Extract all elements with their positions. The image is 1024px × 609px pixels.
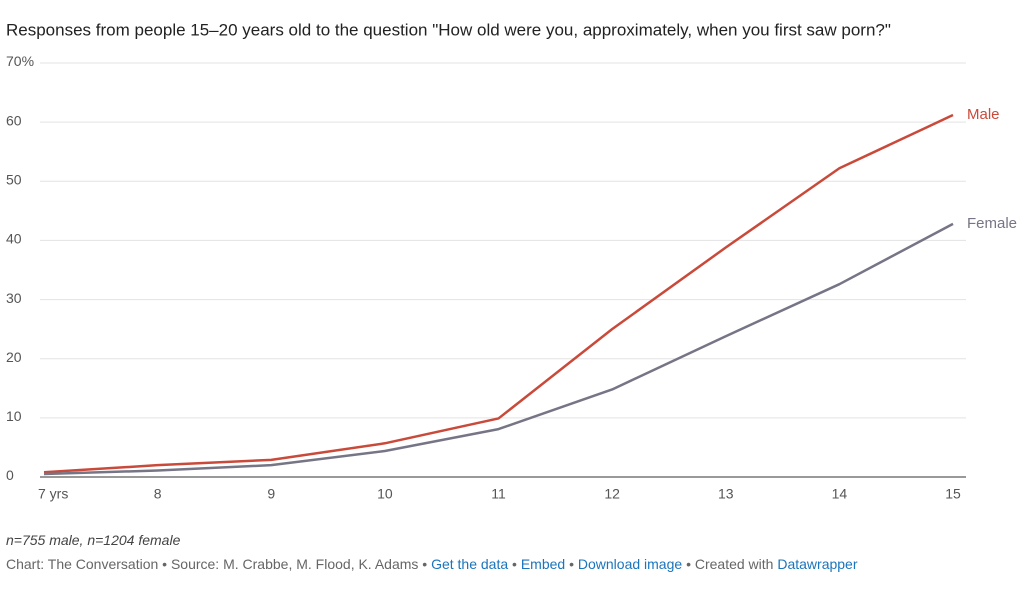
y-tick-label: 20 bbox=[6, 349, 22, 365]
series-line bbox=[43, 113, 954, 474]
link[interactable]: Get the data bbox=[431, 556, 509, 572]
x-tick-label: 9 bbox=[267, 486, 275, 502]
separator: • bbox=[162, 556, 168, 572]
separator: • bbox=[686, 556, 691, 572]
footer: n=755 male, n=1204 female Chart: The Con… bbox=[6, 532, 858, 580]
y-tick-label: 0 bbox=[6, 467, 14, 483]
x-tick-label: 10 bbox=[377, 486, 393, 502]
x-tick-label: 11 bbox=[491, 486, 506, 502]
link[interactable]: Datawrapper bbox=[777, 556, 858, 572]
x-tick-label: 13 bbox=[718, 486, 734, 502]
y-tick-label: 10 bbox=[6, 408, 22, 424]
y-tick-label: 30 bbox=[6, 290, 22, 306]
x-tick-label: 15 bbox=[945, 486, 961, 502]
separator: • bbox=[422, 556, 428, 572]
series-label: Male bbox=[967, 106, 1000, 123]
x-tick-label: 7 yrs bbox=[38, 486, 68, 502]
clipped-title-area bbox=[0, 0, 1024, 10]
series-label: Female bbox=[967, 215, 1017, 232]
y-tick-label: 50 bbox=[6, 171, 22, 187]
credit: Chart: The Conversation bbox=[6, 556, 159, 572]
y-tick-label: 70% bbox=[6, 53, 34, 69]
note: n=755 male, n=1204 female bbox=[6, 532, 181, 548]
link[interactable]: Embed bbox=[520, 556, 566, 572]
link[interactable]: Download image bbox=[577, 556, 683, 572]
y-tick-label: 60 bbox=[6, 112, 22, 128]
source-line: Chart: The Conversation • Source: M. Cra… bbox=[6, 556, 858, 572]
x-tick-label: 8 bbox=[154, 486, 162, 502]
source: Source: M. Crabbe, M. Flood, K. Adams bbox=[170, 556, 419, 572]
separator: • bbox=[512, 556, 517, 572]
series-line bbox=[43, 222, 954, 476]
chart-subtitle: Responses from people 15–20 years old to… bbox=[6, 20, 891, 39]
separator: • bbox=[569, 556, 574, 572]
created: Created with bbox=[694, 556, 774, 572]
chart: Responses from people 15–20 years old to… bbox=[0, 0, 1024, 502]
y-tick-label: 40 bbox=[6, 231, 22, 247]
x-tick-label: 12 bbox=[604, 486, 620, 502]
x-tick-label: 14 bbox=[832, 486, 848, 502]
